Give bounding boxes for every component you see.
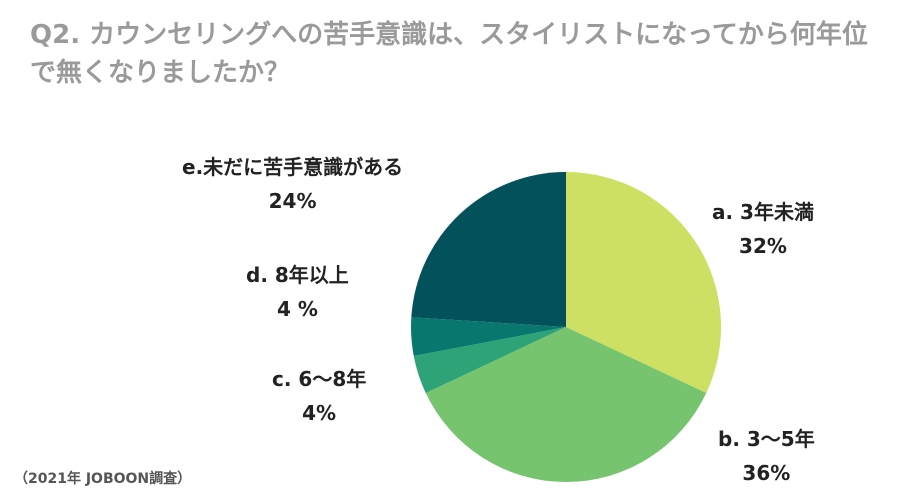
slice-label-b: b. 3〜5年 36% [718, 422, 815, 490]
pie-slice-d [411, 317, 566, 357]
slice-label-c: c. 6〜8年 4% [272, 362, 366, 430]
slice-d-value: 4 % [276, 297, 318, 321]
slice-e-value: 24% [268, 189, 317, 213]
source-note: （2021年 JOBOON調査） [14, 471, 192, 487]
slice-b-label: b. 3〜5年 [718, 427, 815, 451]
slice-a-value: 32% [739, 234, 787, 258]
slice-d-label: d. 8年以上 [246, 263, 349, 287]
slice-b-value: 36% [742, 461, 791, 485]
pie-slices [411, 171, 722, 483]
pie-slice-c [413, 327, 566, 393]
slice-label-a: a. 3年未満 32% [712, 195, 814, 263]
pie-slice-a [566, 171, 722, 393]
pie-slice-e [411, 172, 566, 327]
chart-title: Q2. カウンセリングへの苦手意識は、スタイリストになってから何年位で無くなりま… [30, 20, 868, 88]
slice-e-label: e.未だに苦手意識がある [182, 155, 404, 179]
slice-c-label: c. 6〜8年 [272, 367, 367, 391]
slice-label-e: e.未だに苦手意識がある 24% [182, 150, 403, 218]
slice-label-d: d. 8年以上 4 % [246, 258, 349, 326]
pie-slice-b [425, 327, 707, 483]
slice-a-label: a. 3年未満 [712, 200, 814, 224]
slice-c-value: 4% [302, 401, 337, 425]
